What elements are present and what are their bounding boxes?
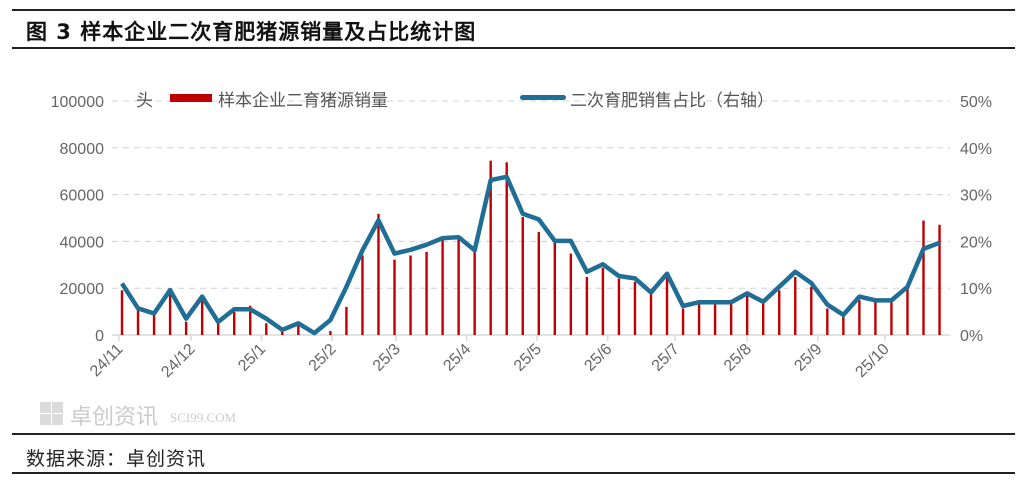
bar <box>729 303 733 335</box>
bar <box>858 300 861 335</box>
watermark-logo <box>40 402 63 425</box>
bar <box>922 220 925 335</box>
y-right-tick-label: 0% <box>960 328 983 345</box>
bar <box>473 251 476 335</box>
y-left-tick-label: 100000 <box>51 94 104 111</box>
bar <box>617 278 621 335</box>
x-tick-label: 25/1 <box>235 341 269 375</box>
bar <box>361 255 364 335</box>
x-tick-label: 25/2 <box>306 341 340 375</box>
bar <box>537 232 540 335</box>
bar <box>249 305 252 335</box>
x-tick-label: 24/11 <box>87 341 127 381</box>
bar <box>906 288 909 335</box>
bar <box>713 303 717 335</box>
legend-swatch-line <box>520 95 566 100</box>
bar <box>393 259 396 335</box>
bar <box>826 308 829 335</box>
bar <box>168 293 172 335</box>
y-left-tick-label: 60000 <box>60 188 105 205</box>
bar <box>874 301 877 335</box>
legend-label-line: 二次育肥销售占比（右轴） <box>570 91 774 111</box>
y-right-tick-label: 10% <box>960 281 992 298</box>
bar <box>120 290 124 335</box>
bar <box>697 303 701 335</box>
x-tick-label: 25/10 <box>852 341 892 381</box>
watermark-text: 卓创资讯 <box>70 405 158 430</box>
x-tick-label: 25/9 <box>791 341 825 375</box>
y-right-tick-label: 20% <box>960 234 992 251</box>
x-tick-label: 24/12 <box>158 341 198 381</box>
left-axis-unit: 头 <box>136 91 153 111</box>
bar <box>890 301 893 335</box>
bar <box>297 324 300 335</box>
legend-swatch-bar <box>170 94 212 102</box>
share-line <box>120 174 941 336</box>
bar <box>152 315 156 335</box>
bar <box>184 321 188 335</box>
y-right-tick-label: 30% <box>960 188 992 205</box>
bar <box>569 253 573 335</box>
bar <box>345 306 348 335</box>
watermark-subtext: SCI99.COM <box>170 410 237 425</box>
bar <box>601 267 605 335</box>
data-source: 数据来源：卓创资讯 <box>26 448 207 470</box>
x-tick-label: 25/3 <box>370 341 404 375</box>
x-tick-label: 25/6 <box>581 341 615 375</box>
x-tick-label: 25/4 <box>440 341 474 375</box>
bar <box>377 213 380 335</box>
bar <box>409 255 412 335</box>
footer-bottom-rule <box>12 472 1015 474</box>
bar <box>810 286 813 335</box>
bar <box>441 238 444 335</box>
bar <box>585 276 589 335</box>
footer-top-rule <box>12 433 1015 435</box>
bar <box>633 281 637 335</box>
bar <box>681 308 685 335</box>
bar <box>665 273 669 335</box>
bar <box>489 160 492 335</box>
bar <box>265 323 268 335</box>
bar <box>649 293 653 335</box>
legend-label-bar: 样本企业二育猪源销量 <box>218 91 388 111</box>
bar <box>233 311 236 335</box>
bar <box>521 217 524 335</box>
bar <box>329 331 332 335</box>
bar <box>136 310 140 335</box>
bar <box>425 251 428 335</box>
y-left-tick-label: 0 <box>95 328 104 345</box>
bar <box>745 295 749 335</box>
y-left-tick-label: 40000 <box>60 234 105 251</box>
bar <box>778 290 781 335</box>
bar <box>794 276 797 335</box>
bar <box>553 242 557 335</box>
bar <box>842 316 845 335</box>
bar <box>281 331 284 335</box>
y-right-tick-label: 50% <box>960 94 992 111</box>
x-tick-label: 25/7 <box>649 341 683 375</box>
bar <box>505 162 508 335</box>
title-rule <box>12 47 1015 49</box>
top-rule <box>12 9 1015 11</box>
bar <box>762 301 765 335</box>
bar <box>216 323 220 335</box>
x-tick-label: 25/5 <box>511 341 545 375</box>
bar <box>200 300 204 335</box>
chart-title: 图 3 样本企业二次育肥猪源销量及占比统计图 <box>26 20 477 44</box>
bar <box>457 238 460 335</box>
y-left-tick-label: 80000 <box>60 141 105 158</box>
x-tick-label: 25/8 <box>721 341 755 375</box>
bar <box>938 224 941 335</box>
y-right-tick-label: 40% <box>960 141 992 158</box>
y-left-tick-label: 20000 <box>60 281 105 298</box>
